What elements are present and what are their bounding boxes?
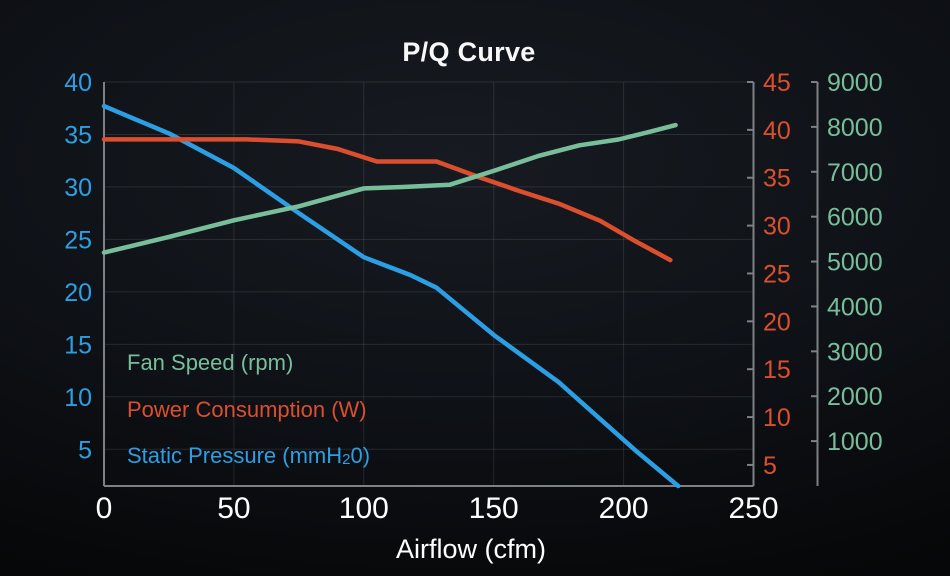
y-tick-label: 35 xyxy=(763,165,791,193)
y-tick-label: 5 xyxy=(78,436,92,464)
x-axis-title: Airflow (cfm) xyxy=(396,534,546,564)
y-tick-label: 30 xyxy=(64,174,92,202)
y-tick-label: 25 xyxy=(763,260,791,288)
legend-item-power-consumption: Power Consumption (W) xyxy=(127,387,370,434)
x-tick-label: 250 xyxy=(728,492,778,525)
legend-label-suffix: 0) xyxy=(350,443,371,469)
y-axis-labels-mmh2o: 40 35 30 25 20 15 10 5 xyxy=(64,69,92,464)
legend-label: Static Pressure (mmH xyxy=(127,443,343,469)
y-tick-label: 10 xyxy=(64,384,92,412)
y-tick-label: 2000 xyxy=(827,383,883,411)
y-tick-label: 45 xyxy=(763,69,791,97)
series-line-static-pressure-mmh20 xyxy=(101,103,681,489)
y-tick-label: 1000 xyxy=(827,428,883,456)
x-tick-label: 100 xyxy=(339,492,389,525)
y-tick-label: 15 xyxy=(763,356,791,384)
x-tick-label: 50 xyxy=(217,492,250,525)
y-tick-label: 40 xyxy=(763,117,791,145)
axes-spines xyxy=(103,82,819,487)
y-tick-label: 20 xyxy=(763,308,791,336)
y-tick-label: 6000 xyxy=(827,204,883,232)
series-line-power-consumption-w xyxy=(101,137,673,263)
y-tick-label: 40 xyxy=(64,69,92,97)
series-line-fan-speed-rpm xyxy=(101,122,678,255)
y-axis-labels-watt: 45 40 35 30 25 20 15 10 5 xyxy=(763,69,791,480)
series-lines xyxy=(101,103,681,489)
legend-item-fan-speed: Fan Speed (rpm) xyxy=(127,340,370,387)
x-tick-label: 200 xyxy=(599,492,649,525)
y-tick-label: 7000 xyxy=(827,159,883,187)
y-tick-label: 25 xyxy=(64,226,92,254)
y-tick-label: 30 xyxy=(763,213,791,241)
y-tick-label: 8000 xyxy=(827,114,883,142)
x-axis-labels: 0 50 100 150 200 250 xyxy=(96,492,779,525)
y-tick-label: 4000 xyxy=(827,293,883,321)
chart-title: P/Q Curve xyxy=(402,37,536,67)
y-tick-label: 5 xyxy=(763,452,777,480)
y-tick-label: 9000 xyxy=(827,69,883,97)
x-tick-label: 150 xyxy=(469,492,519,525)
legend-label: Power Consumption (W) xyxy=(127,396,367,422)
gridlines xyxy=(104,81,754,486)
legend: Fan Speed (rpm) Power Consumption (W) St… xyxy=(127,340,370,480)
x-tick-label: 0 xyxy=(96,492,113,525)
y-tick-label: 35 xyxy=(64,121,92,149)
y-axis-labels-rpm: 9000 8000 7000 6000 5000 4000 3000 2000 1000 xyxy=(827,69,883,456)
y-tick-label: 20 xyxy=(64,279,92,307)
axis-ticks xyxy=(747,81,818,466)
y-tick-label: 5000 xyxy=(827,249,883,277)
y-tick-label: 3000 xyxy=(827,338,883,366)
y-tick-label: 10 xyxy=(763,404,791,432)
y-tick-label: 15 xyxy=(64,331,92,359)
legend-label: Fan Speed (rpm) xyxy=(127,350,294,376)
legend-item-static-pressure: Static Pressure (mmH 2 0) xyxy=(127,443,371,469)
